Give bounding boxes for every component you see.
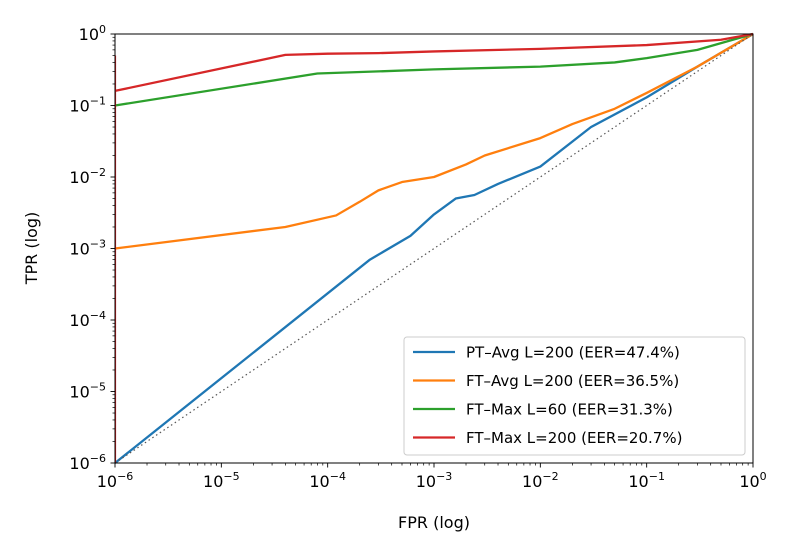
x-tick-base: 10 (203, 472, 223, 491)
x-tick-exponent: −4 (330, 470, 346, 483)
x-tick-label: 10−2 (522, 470, 559, 491)
y-tick-label: 10−5 (69, 381, 106, 402)
series-line-2 (114, 32, 754, 107)
x-tick-label: 10−5 (203, 470, 240, 491)
y-tick-label: 10−4 (69, 309, 106, 330)
y-tick-base: 10 (79, 25, 99, 44)
y-tick-exponent: −1 (90, 95, 106, 108)
x-tick-base: 10 (416, 472, 436, 491)
legend-label: PT–Avg L=200 (EER=47.4%) (466, 344, 680, 362)
y-tick-exponent: 0 (99, 23, 106, 36)
x-tick-exponent: −5 (223, 470, 239, 483)
x-tick-label: 100 (739, 470, 766, 491)
x-tick-exponent: −3 (436, 470, 452, 483)
y-axis-label: TPR (log) (22, 212, 41, 286)
x-tick-base: 10 (522, 472, 542, 491)
x-tick-exponent: −2 (542, 470, 558, 483)
y-tick-exponent: −3 (90, 238, 106, 251)
x-tick-exponent: −6 (117, 470, 133, 483)
series-line-1 (114, 33, 754, 250)
legend: PT–Avg L=200 (EER=47.4%) FT–Avg L=200 (EE… (403, 336, 746, 456)
y-tick-base: 10 (69, 240, 89, 259)
legend-label: FT–Avg L=200 (EER=36.5%) (466, 372, 679, 390)
y-tick-base: 10 (69, 311, 89, 330)
y-tick-base: 10 (69, 454, 89, 473)
x-tick-base: 10 (628, 472, 648, 491)
y-tick-label: 100 (79, 23, 106, 44)
y-tick-base: 10 (69, 168, 89, 187)
x-axis-ticks: 10−6 10−5 10−4 10−3 10−2 10−1 100 (97, 463, 767, 491)
legend-label: FT–Max L=60 (EER=31.3%) (466, 401, 673, 419)
y-tick-label: 10−6 (69, 452, 106, 473)
y-tick-label: 10−1 (69, 95, 106, 116)
x-tick-base: 10 (739, 472, 759, 491)
legend-box (403, 336, 746, 456)
x-axis-label: FPR (log) (398, 513, 470, 532)
legend-label: FT–Max L=200 (EER=20.7%) (466, 429, 682, 447)
series-line-0 (114, 33, 754, 464)
y-tick-label: 10−2 (69, 166, 106, 187)
y-tick-base: 10 (69, 383, 89, 402)
y-tick-exponent: −4 (90, 309, 106, 322)
x-tick-label: 10−6 (97, 470, 134, 491)
x-tick-exponent: −1 (649, 470, 665, 483)
x-tick-label: 10−1 (628, 470, 665, 491)
y-tick-exponent: −5 (90, 381, 106, 394)
x-tick-label: 10−3 (416, 470, 453, 491)
y-tick-base: 10 (69, 97, 89, 116)
x-tick-label: 10−4 (309, 470, 346, 491)
y-tick-exponent: −2 (90, 166, 106, 179)
x-tick-base: 10 (309, 472, 329, 491)
x-tick-base: 10 (97, 472, 117, 491)
y-tick-label: 10−3 (69, 238, 106, 259)
series-line-3 (114, 32, 754, 93)
x-tick-exponent: 0 (760, 470, 767, 483)
y-tick-exponent: −6 (90, 452, 106, 465)
